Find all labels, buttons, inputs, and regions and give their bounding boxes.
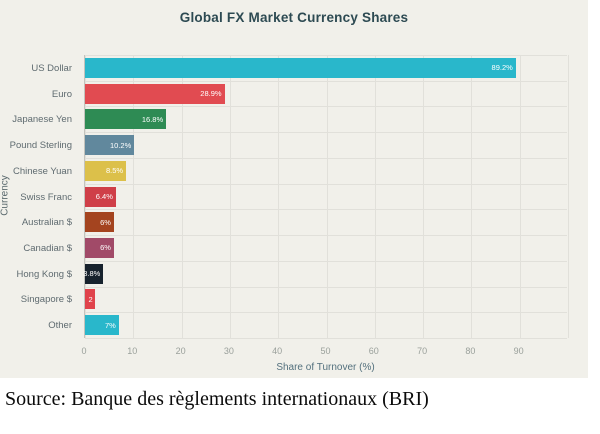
bar-value-label: 16.8%: [141, 114, 164, 124]
bar-hong-kong: 3.8%: [83, 263, 104, 284]
bar-row: 6.4%: [85, 186, 567, 207]
horizontal-gridline: [85, 80, 567, 82]
horizontal-gridline: [85, 55, 567, 56]
bar-row: 6%: [85, 237, 567, 258]
bar-row: 7%: [85, 315, 567, 336]
category-label: Japanese Yen: [12, 114, 72, 126]
horizontal-gridline: [85, 235, 567, 237]
bar-value-label: 10.2%: [109, 140, 132, 150]
category-label: Singapore $: [20, 294, 72, 306]
bar-euro: 28.9%: [85, 83, 225, 104]
category-label: Australian $: [21, 217, 72, 229]
y-axis-label: Currency: [0, 175, 11, 216]
vertical-gridline: [471, 55, 473, 338]
x-tick-label: 80: [465, 346, 476, 356]
bar-value-label: 3.8%: [83, 269, 101, 279]
x-tick-label: 40: [272, 346, 283, 356]
vertical-gridline: [326, 55, 328, 338]
x-tick-label: 60: [368, 346, 379, 356]
bar-row: 6%: [85, 212, 567, 233]
bar-value-label: 89.2%: [491, 63, 513, 73]
horizontal-gridline: [85, 183, 567, 185]
horizontal-gridline: [85, 132, 567, 134]
bar-value-label: 6.4%: [95, 192, 113, 201]
category-label: US Dollar: [31, 62, 72, 74]
horizontal-gridline: [85, 312, 567, 314]
bar-value-label: 2: [88, 294, 93, 304]
bar-value-label: 7%: [104, 320, 116, 330]
bar-japanese-yen: 16.8%: [85, 109, 167, 130]
bar-swiss-franc: 6.4%: [85, 186, 116, 207]
vertical-gridline: [519, 55, 521, 338]
horizontal-gridline: [85, 106, 567, 108]
bar-us-dollar: 89.2%: [85, 57, 516, 78]
vertical-gridline: [278, 55, 280, 338]
vertical-gridline: [568, 55, 569, 338]
horizontal-gridline: [85, 260, 567, 262]
category-label: Chinese Yuan: [13, 165, 72, 177]
vertical-gridline: [374, 55, 376, 338]
category-label: Canadian $: [23, 242, 72, 254]
bar-canadian: 6%: [85, 237, 114, 258]
x-tick-label: 20: [175, 346, 186, 356]
x-tick-label: 90: [513, 346, 524, 356]
vertical-gridline: [423, 55, 425, 338]
bar-australian: 6%: [85, 212, 114, 233]
x-tick-label: 0: [81, 346, 87, 356]
source-caption: Source: Banque des règlements internatio…: [5, 388, 429, 410]
bar-value-label: 6%: [100, 217, 111, 227]
horizontal-gridline: [85, 338, 567, 339]
chart-card: Global FX Market Currency Shares Currenc…: [0, 0, 588, 378]
bar-row: 2: [85, 289, 567, 310]
bar-singapore: 2: [85, 289, 95, 310]
category-label: Pound Sterling: [9, 140, 72, 152]
horizontal-gridline: [85, 209, 567, 211]
category-label: Swiss Franc: [20, 191, 72, 203]
bar-chinese-yuan: 8.5%: [85, 160, 127, 181]
chart-title: Global FX Market Currency Shares: [179, 10, 409, 25]
bar-row: 3.8%: [83, 263, 567, 284]
bar-other: 7%: [85, 315, 119, 336]
horizontal-gridline: [85, 286, 567, 288]
category-label: Euro: [51, 88, 72, 100]
category-label: Other: [48, 320, 72, 332]
x-axis-label: Share of Turnover (%): [276, 362, 375, 373]
vertical-gridline: [133, 55, 135, 338]
bar-value-label: 8.5%: [105, 166, 124, 176]
bar-row: 8.5%: [85, 160, 567, 181]
x-tick-label: 30: [223, 346, 234, 356]
bar-pound-sterling: 10.2%: [85, 135, 135, 156]
category-label: Hong Kong $: [16, 268, 72, 280]
bar-row: 16.8%: [85, 109, 567, 130]
bar-row: 89.2%: [85, 57, 567, 78]
vertical-gridline: [229, 55, 231, 338]
bar-value-label: 28.9%: [200, 89, 222, 99]
vertical-gridline: [181, 55, 183, 338]
bar-row: 10.2%: [85, 135, 567, 156]
x-tick-label: 10: [127, 346, 138, 356]
horizontal-gridline: [85, 157, 567, 159]
bar-value-label: 6%: [100, 243, 111, 253]
x-tick-label: 70: [417, 346, 428, 356]
plot-area: 89.2% 28.9% 16.8% 10.2% 8.5% 6.4% 6% 6% 3.8% 2 7%: [83, 55, 569, 339]
x-tick-label: 50: [320, 346, 331, 356]
bar-row: 28.9%: [85, 83, 567, 104]
